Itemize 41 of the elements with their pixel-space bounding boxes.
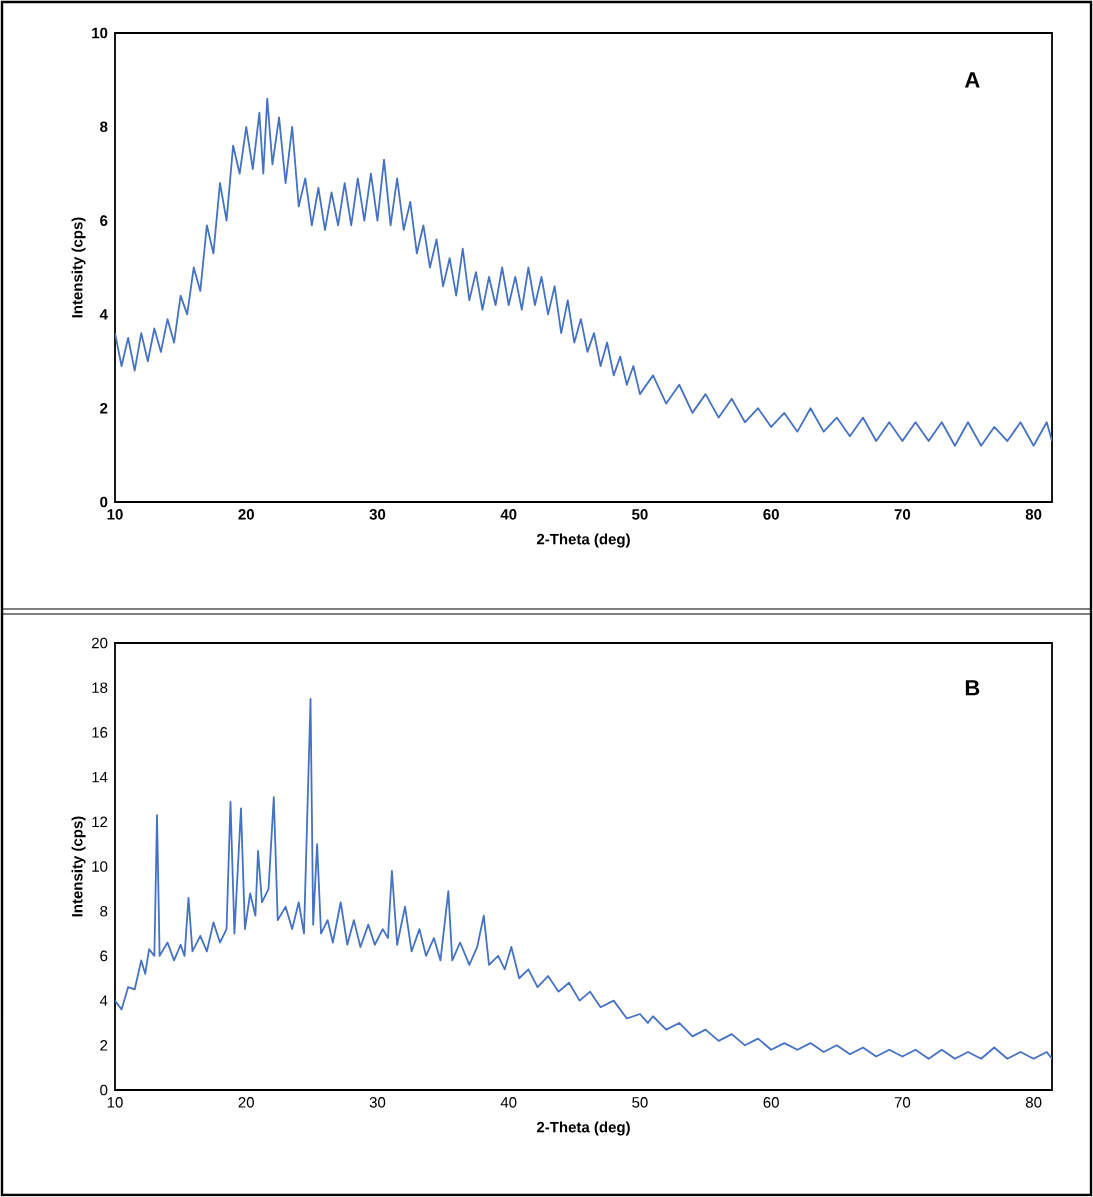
y-tick-label: 8 xyxy=(100,121,108,133)
y-tick-label: 0 xyxy=(100,496,108,508)
x-tick-label: 40 xyxy=(500,1097,517,1108)
x-tick-label: 40 xyxy=(500,509,517,520)
y-tick-label: 12 xyxy=(92,816,108,828)
x-axis-title: 2-Theta (deg) xyxy=(536,533,630,548)
y-tick-label: 4 xyxy=(99,995,108,1006)
y-tick-label: 16 xyxy=(92,727,108,738)
line-series xyxy=(115,97,1053,447)
line-series xyxy=(115,697,1053,1060)
annotation: B xyxy=(965,680,980,696)
y-tick-label: 10 xyxy=(92,27,108,39)
x-tick-label: 20 xyxy=(238,1097,254,1108)
y-tick-label: 6 xyxy=(100,950,108,962)
x-axis-title: 2-Theta (deg) xyxy=(536,1121,630,1136)
x-tick-label: 50 xyxy=(632,1097,648,1108)
x-tick-label: 20 xyxy=(238,509,254,520)
x-tick-label: 70 xyxy=(894,509,911,520)
annotation: A xyxy=(964,72,980,88)
x-tick-label: 50 xyxy=(632,509,648,520)
y-tick-label: 18 xyxy=(92,682,108,694)
x-tick-label: 70 xyxy=(894,1097,911,1108)
y-tick-label: 0 xyxy=(100,1084,108,1096)
y-tick-label: 20 xyxy=(92,637,108,649)
x-tick-label: 60 xyxy=(763,1097,779,1108)
y-axis-title: Intensity (cps) xyxy=(71,217,86,318)
y-tick-label: 4 xyxy=(99,309,108,320)
y-tick-label: 6 xyxy=(100,215,108,226)
y-tick-label: 10 xyxy=(92,861,108,872)
x-tick-label: 10 xyxy=(107,509,123,520)
x-tick-label: 80 xyxy=(1025,509,1042,520)
y-tick-label: 2 xyxy=(100,402,108,414)
y-tick-label: 14 xyxy=(92,771,108,783)
x-tick-label: 80 xyxy=(1025,1097,1042,1108)
x-tick-label: 30 xyxy=(369,1097,386,1108)
x-tick-label: 60 xyxy=(763,509,779,520)
y-axis-title: Intensity (cps) xyxy=(71,816,86,917)
x-tick-label: 30 xyxy=(369,509,386,520)
y-tick-label: 2 xyxy=(100,1040,108,1051)
y-tick-label: 8 xyxy=(100,905,108,917)
x-tick-label: 10 xyxy=(107,1097,123,1108)
